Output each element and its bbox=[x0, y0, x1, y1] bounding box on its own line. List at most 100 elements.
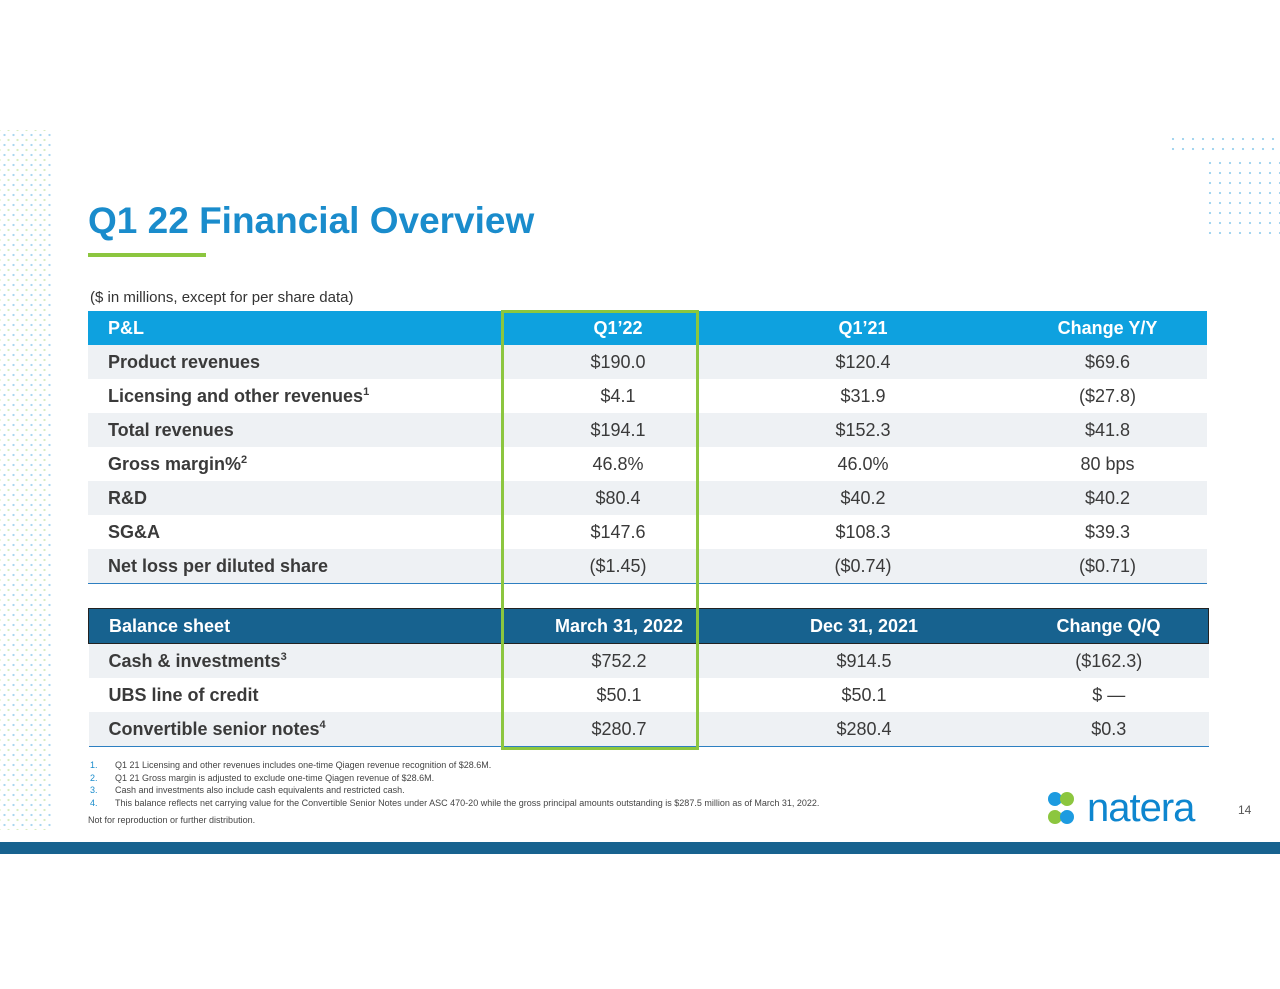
pl-cell-value: $147.6 bbox=[590, 521, 646, 542]
pl-row-label: R&D bbox=[88, 481, 518, 515]
natera-logo-text: natera bbox=[1087, 786, 1195, 830]
pl-row-label: SG&A bbox=[88, 515, 518, 549]
bs-row-label-text: Cash & investments bbox=[108, 650, 281, 671]
bs-header-dec-2021: Dec 31, 2021 bbox=[719, 608, 1009, 644]
bs-header-change: Change Q/Q bbox=[1009, 608, 1209, 644]
balance-sheet-table: Balance sheet March 31, 2022 Dec 31, 202… bbox=[88, 608, 1209, 747]
footnote: 3. Cash and investments also include cash… bbox=[90, 784, 819, 797]
bs-cell-value: ($162.3) bbox=[1075, 650, 1143, 671]
pl-row-label-text: R&D bbox=[108, 487, 147, 508]
pl-row-label-text: SG&A bbox=[108, 521, 161, 542]
pl-cell-value: ($1.45) bbox=[518, 549, 718, 584]
pl-row-label: Net loss per diluted share bbox=[88, 549, 518, 584]
footnote: 4. This balance reflects net carrying val… bbox=[90, 797, 819, 810]
natera-logo: natera bbox=[1044, 786, 1212, 830]
bs-header-mar-2022: March 31, 2022 bbox=[519, 608, 719, 644]
pl-row: SG&A $147.6 $108.3 $39.3 bbox=[88, 515, 1207, 549]
bs-row: UBS line of credit $50.1 $50.1 $ — bbox=[88, 678, 1209, 712]
pl-row: Product revenues $190.0 $120.4 $69.6 bbox=[88, 345, 1207, 379]
pl-cell-value: $40.2 bbox=[840, 487, 886, 508]
pl-row-label-text: Product revenues bbox=[108, 351, 261, 372]
bs-cell-value: $280.7 bbox=[519, 712, 719, 747]
pl-row-label: Total revenues bbox=[88, 413, 518, 447]
pl-header-change: Change Y/Y bbox=[1057, 317, 1158, 338]
pl-header-q1-22: Q1’22 bbox=[593, 317, 643, 338]
bs-row-label: UBS line of credit bbox=[89, 678, 520, 712]
pl-cell-value: $40.2 bbox=[1084, 487, 1131, 508]
footnote-marker: 2 bbox=[241, 453, 248, 466]
bs-cell-value: $50.1 bbox=[596, 684, 642, 705]
pl-header-row: P&L Q1’22 Q1’21 Change Y/Y bbox=[88, 311, 1207, 345]
pl-row-label: Product revenues bbox=[88, 345, 518, 379]
pl-row-label-text: Total revenues bbox=[108, 419, 234, 440]
bs-row-label: Convertible senior notes4 bbox=[88, 712, 519, 747]
units-note: ($ in millions, except for per share dat… bbox=[90, 289, 354, 306]
pl-cell-value: $4.1 bbox=[600, 385, 636, 406]
footnote-number: 4. bbox=[90, 797, 98, 808]
bs-row-label-text: UBS line of credit bbox=[108, 684, 259, 705]
pl-row: Total revenues $194.1 $152.3 $41.8 bbox=[88, 413, 1207, 447]
title-underline bbox=[88, 253, 206, 257]
footnote: 2. Q1 21 Gross margin is adjusted to excl… bbox=[90, 772, 819, 785]
pl-row: Gross margin%2 46.8% 46.0% 80 bps bbox=[88, 447, 1207, 481]
pl-cell-value: $194.1 bbox=[590, 419, 646, 440]
footnote-marker: 4 bbox=[319, 718, 326, 731]
bs-cell-value: $914.5 bbox=[836, 650, 892, 671]
pl-cell-value: $41.8 bbox=[1084, 419, 1131, 440]
footnote-number: 1. bbox=[90, 760, 98, 770]
footnote-text: This balance reflects net carrying value… bbox=[115, 797, 820, 808]
current-quarter-highlight bbox=[501, 310, 699, 750]
pl-cell-value: 46.8% bbox=[592, 453, 644, 474]
pl-cell-value: $39.3 bbox=[1084, 521, 1131, 542]
bs-cell-value: $0.3 bbox=[1009, 712, 1209, 747]
pl-cell-value: ($27.8) bbox=[1078, 385, 1137, 406]
bs-cell-value: $ — bbox=[1092, 684, 1126, 705]
footnote-marker: 3 bbox=[280, 650, 287, 663]
disclaimer: Not for reproduction or further distribu… bbox=[88, 815, 256, 825]
bs-row-label: Cash & investments3 bbox=[89, 644, 520, 679]
bs-cell-value: $752.2 bbox=[591, 650, 647, 671]
pl-cell-value: $152.3 bbox=[835, 419, 891, 440]
pl-row-label-text: Gross margin% bbox=[108, 453, 242, 474]
footnote-text: Q1 21 Licensing and other revenues inclu… bbox=[115, 760, 492, 770]
pl-cell-value: $190.0 bbox=[590, 351, 646, 372]
bs-row-label-text: Convertible senior notes bbox=[108, 718, 320, 739]
bs-row: Convertible senior notes4 $280.7 $280.4 $0.… bbox=[88, 712, 1209, 747]
bs-header-row: Balance sheet March 31, 2022 Dec 31, 202… bbox=[88, 608, 1209, 644]
pl-cell-value: $108.3 bbox=[835, 521, 891, 542]
bs-header-label: Balance sheet bbox=[88, 608, 519, 644]
bs-cell-value: $280.4 bbox=[719, 712, 1009, 747]
footnotes: 1. Q1 21 Licensing and other revenues inc… bbox=[90, 759, 819, 809]
pl-row: Licensing and other revenues1 $4.1 $31.9 ($… bbox=[88, 379, 1207, 413]
footnote-text: Cash and investments also include cash e… bbox=[115, 785, 405, 795]
pl-row: Net loss per diluted share ($1.45) ($0.74)… bbox=[88, 549, 1207, 584]
footnote-number: 2. bbox=[90, 772, 98, 783]
pl-header-label: P&L bbox=[108, 317, 144, 338]
decorative-dot-grid-right-top bbox=[1168, 134, 1280, 156]
pl-row-label-text: Licensing and other revenues bbox=[108, 385, 364, 406]
natera-logo-icon bbox=[1048, 792, 1074, 824]
page-title: Q1 22 Financial Overview bbox=[88, 200, 535, 241]
footnote-number: 3. bbox=[90, 785, 98, 795]
pl-cell-value: $120.4 bbox=[835, 351, 891, 372]
pl-table: P&L Q1’22 Q1’21 Change Y/Y Product reven… bbox=[88, 311, 1207, 584]
page-number: 14 bbox=[1238, 803, 1252, 817]
pl-cell-value: $80.4 bbox=[595, 487, 641, 508]
pl-cell-value: ($0.71) bbox=[1008, 549, 1207, 584]
pl-row-label: Gross margin%2 bbox=[88, 447, 518, 481]
pl-cell-value: ($0.74) bbox=[718, 549, 1008, 584]
footnote-text: Q1 21 Gross margin is adjusted to exclud… bbox=[115, 772, 435, 783]
bottom-bar bbox=[0, 842, 1280, 854]
pl-cell-value: 46.0% bbox=[837, 453, 889, 474]
bs-row: Cash & investments3 $752.2 $914.5 ($162.3) bbox=[88, 643, 1209, 679]
decorative-dot-grid-right bbox=[1205, 158, 1280, 234]
pl-cell-value: 80 bps bbox=[1080, 453, 1135, 474]
footnote-marker: 1 bbox=[363, 385, 370, 398]
pl-cell-value: $31.9 bbox=[840, 385, 886, 406]
decorative-dot-grid-left-green bbox=[0, 130, 52, 830]
bs-cell-value: $50.1 bbox=[841, 684, 887, 705]
pl-row: R&D $80.4 $40.2 $40.2 bbox=[88, 481, 1207, 515]
pl-row-label: Licensing and other revenues1 bbox=[88, 379, 518, 413]
pl-row-label-text: Net loss per diluted share bbox=[108, 555, 329, 576]
